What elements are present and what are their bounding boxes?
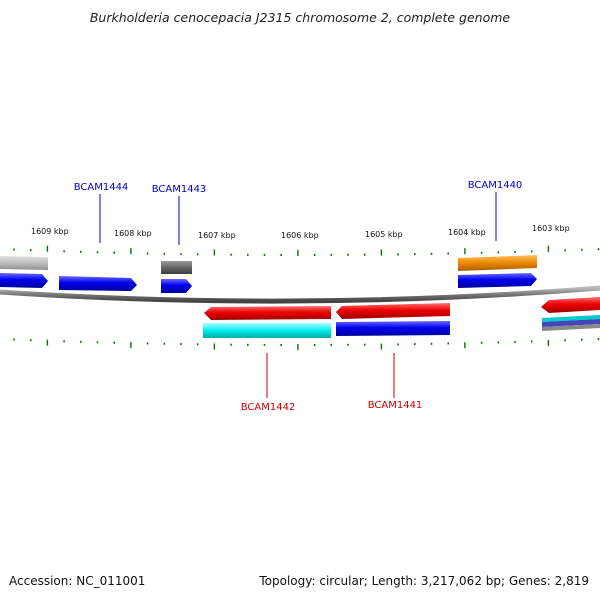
gene-label-bcam1443[interactable]: BCAM1443 [152,184,207,195]
scale-label-1605kbp: 1605 kbp [365,230,403,239]
genome-backbone [0,285,600,304]
feature-stripe-cyan-right[interactable] [542,315,600,322]
topology-text: Topology: circular; Length: 3,217,062 bp… [259,574,589,588]
feature-stripe-blue-right[interactable] [542,319,600,327]
gene-label-bcam1441[interactable]: BCAM1441 [368,400,423,411]
cds-reverse-right-edge[interactable] [541,297,600,313]
cds-reverse-bcam1442[interactable] [204,306,331,320]
scale-label-1604kbp: 1604 kbp [448,228,486,237]
scale-label-1609kbp: 1609 kbp [31,227,69,236]
feature-orange-bcam1440[interactable] [458,255,537,271]
gene-label-bcam1442[interactable]: BCAM1442 [241,402,296,413]
cds-forward-bcam1440[interactable] [458,273,537,288]
scale-label-1608kbp: 1608 kbp [114,229,152,238]
feature-dark-bcam1443[interactable] [161,261,192,274]
feature-blue-bcam1441[interactable] [336,321,450,336]
gene-label-bcam1444[interactable]: BCAM1444 [74,182,129,193]
feature-gray-left[interactable] [0,256,48,270]
cds-forward-bcam1443[interactable] [161,279,192,293]
gene-label-bcam1440[interactable]: BCAM1440 [468,180,523,191]
genome-title: Burkholderia cenocepacia J2315 chromosom… [89,10,511,25]
scale-label-1603kbp: 1603 kbp [532,224,570,233]
cds-reverse-bcam1441[interactable] [336,303,450,319]
feature-cyan-bcam1442[interactable] [203,323,331,338]
cds-forward-left-edge[interactable] [0,273,48,288]
accession-text: Accession: NC_011001 [9,574,146,588]
scale-ticks-outer [13,245,600,256]
scale-label-1607kbp: 1607 kbp [198,231,236,240]
scale-label-1606kbp: 1606 kbp [281,231,319,240]
cds-forward-bcam1444[interactable] [59,276,137,291]
feature-stripe-gray-right[interactable] [542,324,600,331]
scale-ticks-inner [13,338,600,350]
